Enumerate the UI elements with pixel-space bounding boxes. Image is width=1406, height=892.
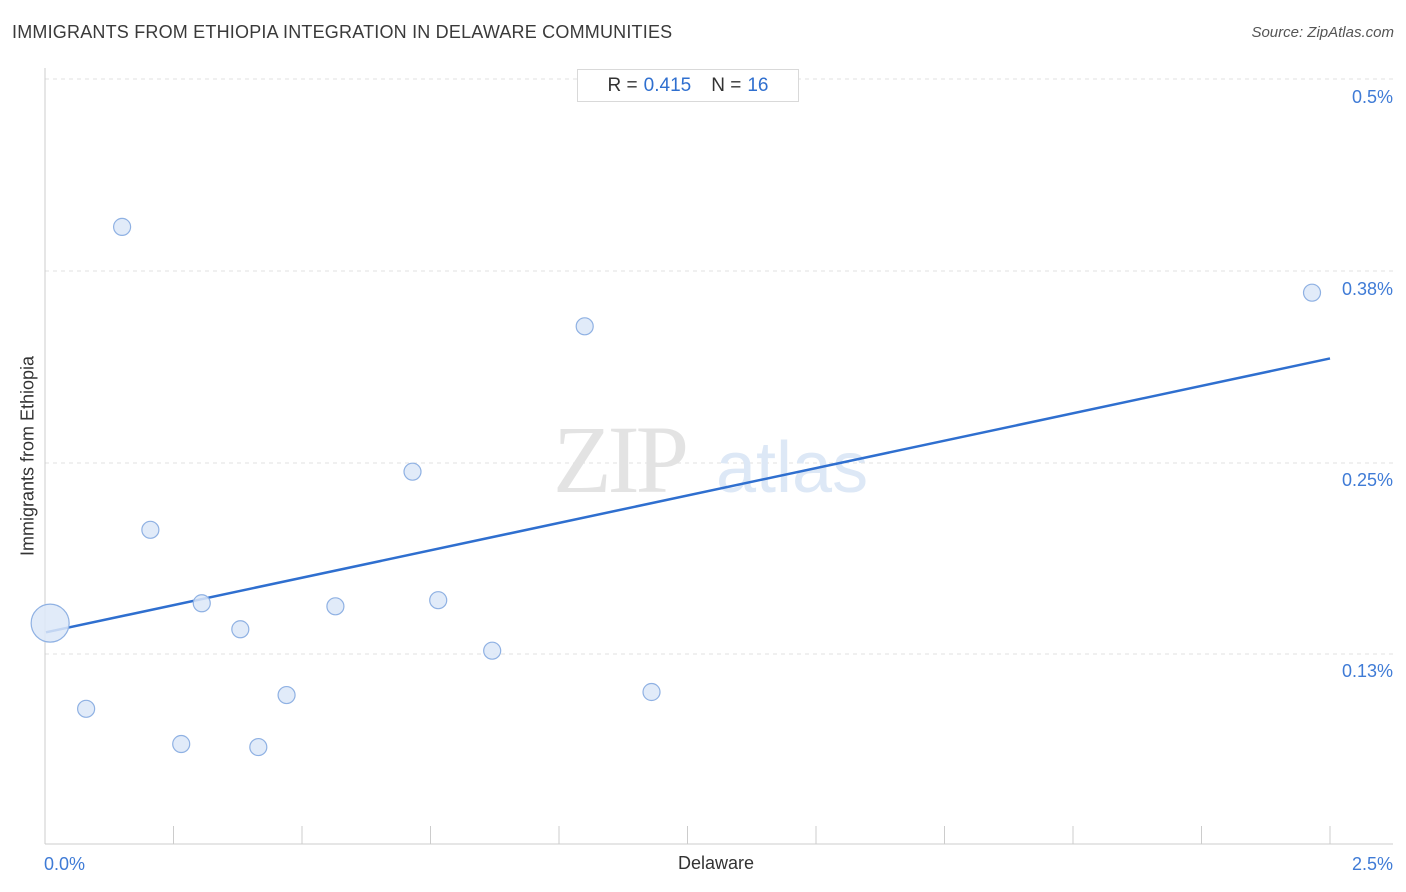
x-tick-label: 0.0%: [44, 854, 85, 874]
tick-labels: 0.5% 0.38% 0.25% 0.13% 0.0% 2.5%: [44, 87, 1393, 874]
r-label: R =: [607, 74, 638, 96]
y-tick-label: 0.5%: [1352, 87, 1393, 107]
data-point: [141, 520, 160, 539]
y-tick-label: 0.13%: [1342, 661, 1393, 681]
data-point: [172, 734, 191, 754]
watermark-atlas: atlas: [716, 428, 868, 508]
data-point: [642, 682, 661, 702]
axes: [44, 68, 1393, 845]
data-point: [77, 699, 96, 718]
watermark: ZIP atlas: [553, 406, 868, 513]
trendline: [45, 357, 1331, 634]
data-point: [1302, 283, 1322, 302]
n-value: 16: [747, 74, 769, 96]
r-value: 0.415: [643, 74, 692, 96]
y-tick-label: 0.38%: [1342, 279, 1393, 299]
trend-line: [45, 357, 1331, 634]
chart-title: IMMIGRANTS FROM ETHIOPIA INTEGRATION IN …: [12, 22, 673, 42]
data-point: [192, 594, 211, 613]
y-tick-label: 0.25%: [1342, 470, 1393, 490]
x-tick-label: 2.5%: [1352, 854, 1393, 874]
data-point: [277, 685, 296, 705]
data-point: [30, 603, 70, 643]
x-axis-label: Delaware: [677, 853, 755, 873]
data-point: [429, 591, 448, 610]
data-point: [249, 737, 268, 757]
data-point: [231, 620, 250, 639]
data-point: [112, 217, 132, 236]
data-point: [326, 597, 345, 616]
y-axis-label: Immigrants from Ethiopia: [17, 355, 38, 557]
stats-box: R = 0.415 N = 16: [577, 69, 799, 102]
data-point: [575, 317, 594, 336]
data-point: [403, 462, 422, 481]
watermark-zip: ZIP: [553, 406, 686, 513]
data-points: [30, 217, 1322, 757]
data-point: [483, 641, 502, 660]
gridlines: [45, 78, 1393, 655]
source-credit: Source: ZipAtlas.com: [1251, 24, 1394, 41]
n-label: N =: [711, 74, 742, 96]
